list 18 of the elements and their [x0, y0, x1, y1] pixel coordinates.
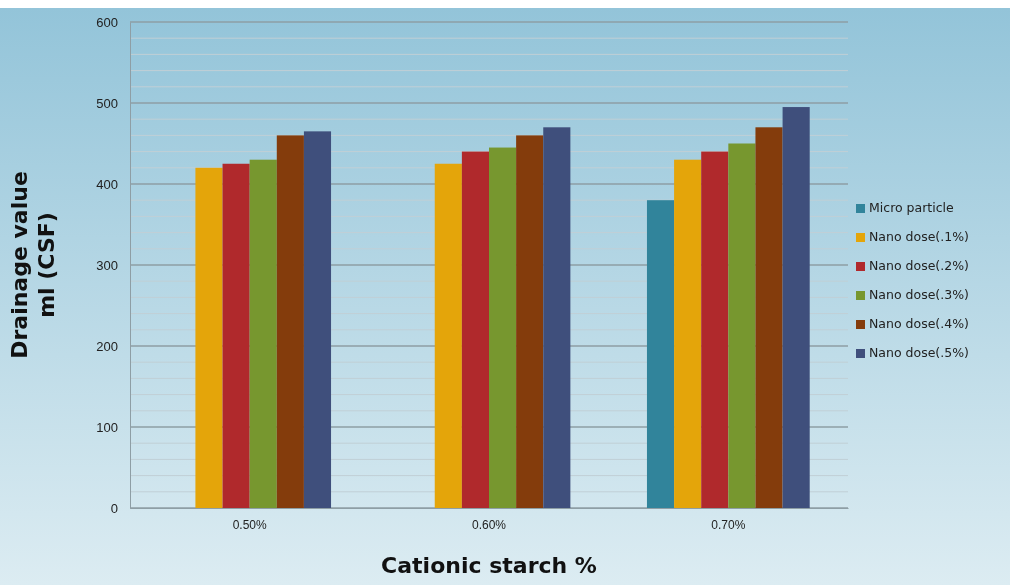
y-tick-label: 600: [96, 14, 118, 30]
x-tick-label: 0.70%: [711, 517, 746, 532]
x-tick-label: 0.50%: [232, 517, 268, 532]
legend-label: Nano dose(.3%): [869, 287, 969, 302]
legend-label: Nano dose(.2%): [869, 258, 969, 273]
y-tick-label: 100: [96, 419, 118, 435]
legend-label: Micro particle: [869, 200, 955, 215]
x-tick-label: 0.60%: [471, 517, 507, 532]
y-axis-title: Drainage value ml (CSF): [7, 171, 59, 359]
y-tick-label: 400: [96, 176, 118, 192]
legend-label: Nano dose(.1%): [869, 229, 969, 244]
y-tick-label: 500: [96, 95, 118, 111]
legend-label: Nano dose(.4%): [869, 316, 969, 331]
y-tick-label: 300: [96, 257, 118, 273]
y-tick-label: 200: [96, 338, 118, 354]
y-tick-label: 0: [110, 500, 118, 516]
x-axis-title: Cationic starch %: [381, 553, 597, 578]
legend-label: Nano dose(.5%): [869, 345, 969, 360]
